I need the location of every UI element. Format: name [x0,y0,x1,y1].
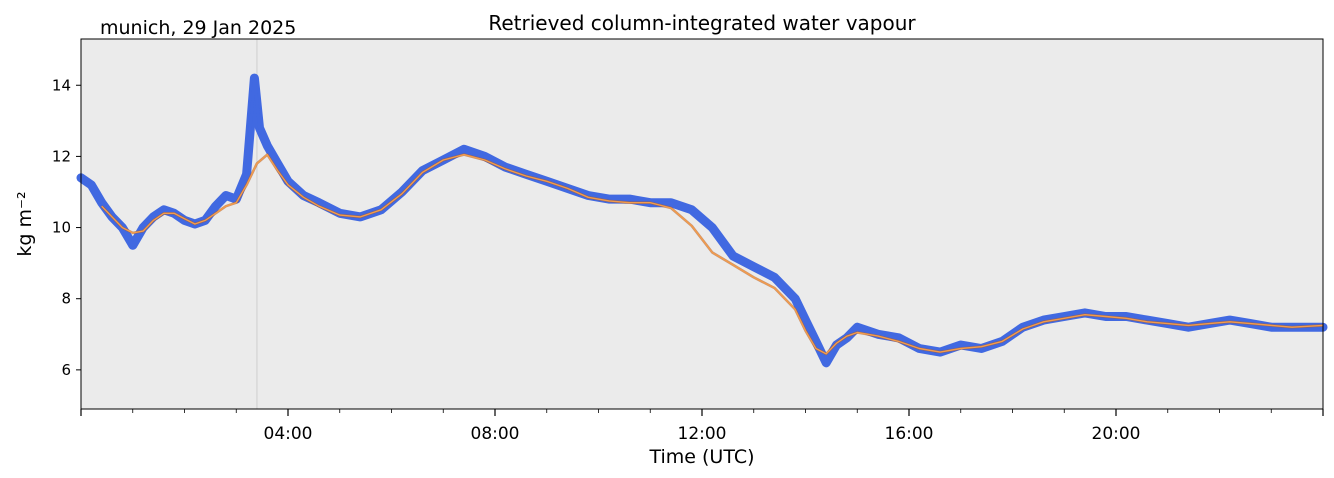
series-layer [76,73,1328,368]
y-axis: 6 8 10 12 14 [52,76,81,379]
y-tick-label: 14 [52,76,71,94]
series-raw [80,76,1323,365]
chart-title: Retrieved column-integrated water vapour [488,11,916,35]
x-axis-label: Time (UTC) [648,446,754,468]
y-tick-label: 12 [52,147,71,165]
series-smoothed [101,153,1324,355]
y-tick-label: 6 [61,361,71,379]
x-axis: 04:00 08:00 12:00 16:00 20:00 [80,409,1324,444]
x-tick-label: 08:00 [471,424,520,444]
y-axis-label: kg m⁻² [14,191,36,256]
x-tick-label: 16:00 [885,424,934,444]
x-tick-label: 12:00 [678,424,727,444]
y-tick-label: 10 [52,219,71,237]
x-tick-label: 20:00 [1092,424,1141,444]
x-tick-label: 04:00 [264,424,313,444]
location-label: munich, 29 Jan 2025 [100,17,296,39]
y-tick-label: 8 [61,290,71,308]
